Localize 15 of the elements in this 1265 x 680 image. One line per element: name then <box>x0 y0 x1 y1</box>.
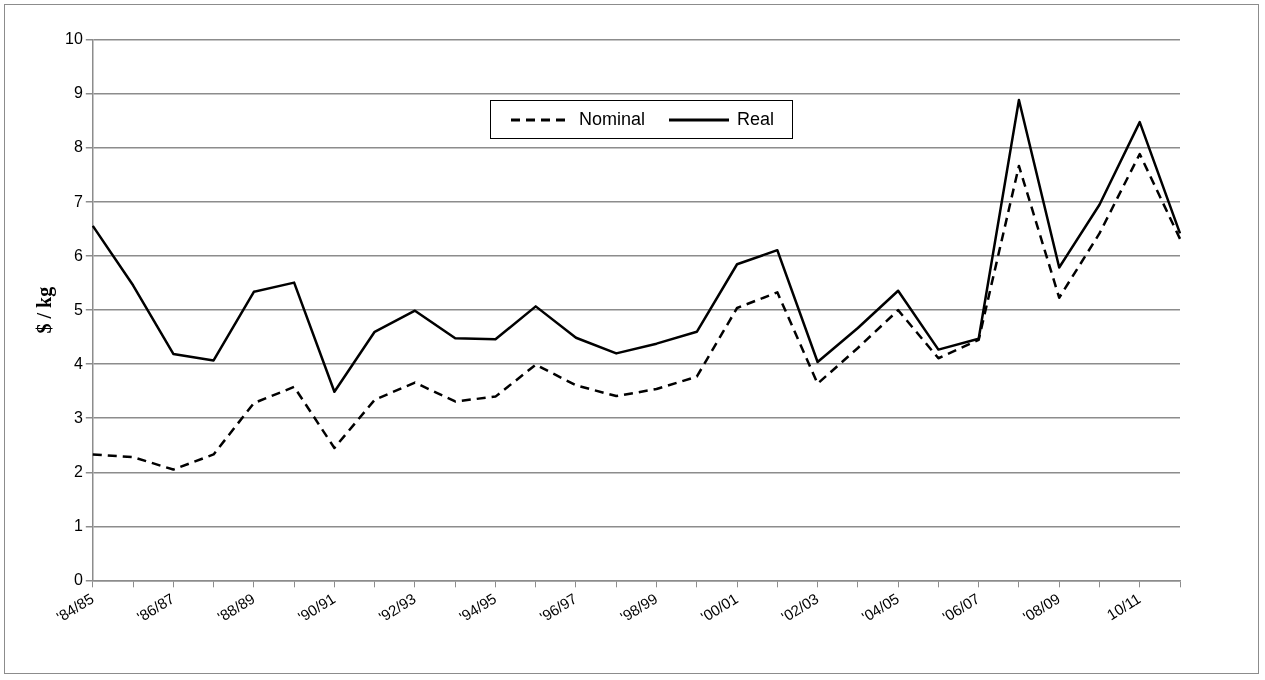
y-tick-label: 5 <box>73 300 83 318</box>
legend-label: Real <box>737 109 775 130</box>
y-axis-title: $ / kg <box>33 286 57 334</box>
y-tick-label: 2 <box>73 462 83 480</box>
y-tick-label: 9 <box>73 84 83 102</box>
y-tick-label: 1 <box>73 516 83 534</box>
legend-label: Nominal <box>579 109 646 130</box>
y-tick-label: 7 <box>73 192 83 210</box>
y-tick-label: 0 <box>73 570 83 588</box>
y-tick-label: 10 <box>65 30 83 48</box>
y-tick-label: 4 <box>73 354 83 372</box>
y-tick-label: 8 <box>73 138 83 156</box>
y-tick-label: 6 <box>73 246 83 264</box>
y-tick-label: 3 <box>73 408 83 426</box>
x-tick-label: '00/01 <box>697 589 741 626</box>
